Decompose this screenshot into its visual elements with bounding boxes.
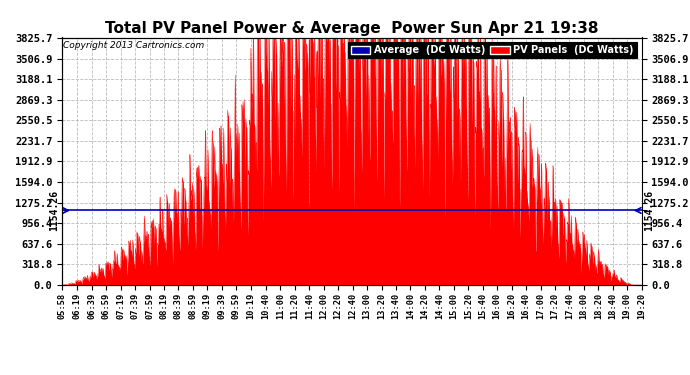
Legend: Average  (DC Watts), PV Panels  (DC Watts): Average (DC Watts), PV Panels (DC Watts) — [348, 42, 637, 58]
Title: Total PV Panel Power & Average  Power Sun Apr 21 19:38: Total PV Panel Power & Average Power Sun… — [105, 21, 599, 36]
Text: Copyright 2013 Cartronics.com: Copyright 2013 Cartronics.com — [63, 41, 204, 50]
Text: 1154.26: 1154.26 — [644, 190, 655, 231]
Text: 1154.26: 1154.26 — [49, 190, 59, 231]
